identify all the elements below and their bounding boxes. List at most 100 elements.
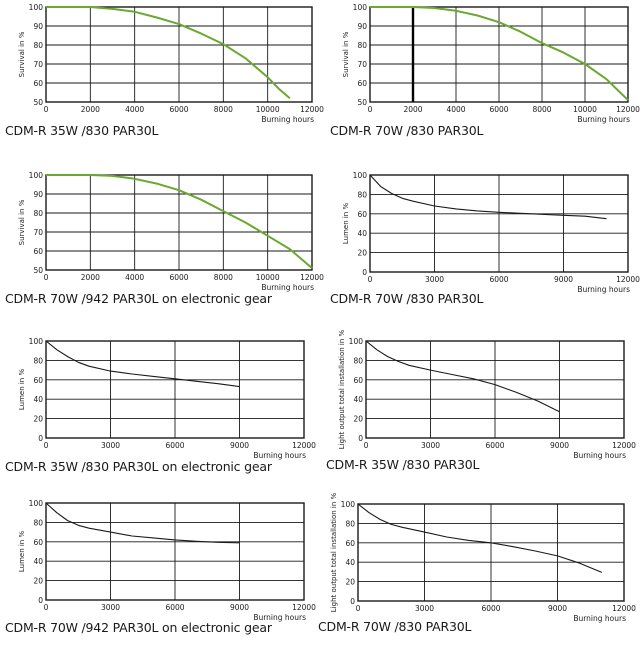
x-tick-label: 6000 <box>169 105 188 114</box>
y-tick-label: 100 <box>29 337 44 346</box>
chart-caption: CDM-R 70W /830 PAR30L <box>318 619 472 634</box>
chart-7: 0 3000 6000 9000 12000 0 20 40 60 80 100 Burning ho… <box>18 499 316 622</box>
y-tick-label: 40 <box>33 395 43 404</box>
series-line <box>357 503 603 573</box>
series-line <box>365 340 560 413</box>
y-tick-label: 90 <box>33 190 43 199</box>
y-tick-label: 80 <box>357 41 367 50</box>
x-tick-label: 10000 <box>256 273 280 282</box>
y-tick-label: 0 <box>358 434 363 443</box>
series-line <box>46 6 291 99</box>
y-tick-label: 50 <box>357 98 367 107</box>
y-tick-label: 70 <box>33 228 43 237</box>
y-tick-label: 20 <box>33 415 43 424</box>
x-axis-label: Burning hours <box>253 613 306 622</box>
y-tick-label: 90 <box>357 22 367 31</box>
y-tick-label: 70 <box>33 60 43 69</box>
y-axis-label: Survival in % <box>18 199 26 245</box>
x-tick-label: 2000 <box>81 273 100 282</box>
x-tick-label: 3000 <box>101 441 120 450</box>
x-tick-label: 3000 <box>101 603 120 612</box>
x-tick-label: 0 <box>44 441 49 450</box>
x-tick-label: 3000 <box>425 275 444 284</box>
x-tick-label: 9000 <box>230 603 249 612</box>
x-tick-label: 12000 <box>292 603 316 612</box>
chart-8: 0 3000 6000 9000 12000 0 20 40 60 80 100 Burning ho… <box>330 492 636 623</box>
y-tick-label: 60 <box>357 210 367 219</box>
y-tick-label: 20 <box>357 249 367 258</box>
chart-caption: CDM-R 70W /942 PAR30L on electronic gear <box>5 291 272 306</box>
y-tick-label: 70 <box>357 60 367 69</box>
x-axis-label: Burning hours <box>261 283 314 292</box>
y-tick-label: 100 <box>29 3 44 12</box>
y-tick-label: 60 <box>353 376 363 385</box>
x-tick-label: 12000 <box>612 441 636 450</box>
x-tick-label: 0 <box>368 275 373 284</box>
x-tick-label: 0 <box>356 604 361 613</box>
series-line <box>370 6 629 101</box>
series-line <box>45 502 240 544</box>
x-tick-label: 6000 <box>489 275 508 284</box>
series-line <box>45 340 240 388</box>
y-tick-label: 40 <box>357 229 367 238</box>
x-tick-label: 12000 <box>612 604 636 613</box>
x-axis-label: Burning hours <box>577 115 630 124</box>
y-axis-label: Survival in % <box>18 31 26 77</box>
series-line <box>369 174 607 220</box>
y-tick-label: 100 <box>353 3 368 12</box>
series-line <box>46 174 313 269</box>
y-tick-label: 80 <box>353 356 363 365</box>
chart-caption: CDM-R 35W /830 PAR30L on electronic gear <box>5 459 272 474</box>
chart-caption: CDM-R 70W /830 PAR30L <box>330 123 484 138</box>
y-tick-label: 20 <box>353 415 363 424</box>
chart-caption: CDM-R 35W /830 PAR30L <box>326 457 480 472</box>
y-tick-label: 90 <box>33 22 43 31</box>
y-tick-label: 80 <box>345 519 355 528</box>
x-tick-label: 12000 <box>300 273 324 282</box>
y-tick-label: 60 <box>33 538 43 547</box>
y-tick-label: 100 <box>353 171 368 180</box>
x-tick-label: 6000 <box>165 441 184 450</box>
y-tick-label: 0 <box>38 596 43 605</box>
x-tick-label: 8000 <box>214 105 233 114</box>
y-tick-label: 60 <box>33 376 43 385</box>
chart-caption: CDM-R 70W /830 PAR30L <box>330 291 484 306</box>
x-tick-label: 6000 <box>169 273 188 282</box>
chart-2: 0 2000 4000 6000 8000 10000 12000 50 60 70 80 90 100… <box>342 3 640 124</box>
x-tick-label: 0 <box>44 105 49 114</box>
y-axis-label: Survival in % <box>342 31 350 77</box>
x-tick-label: 3000 <box>421 441 440 450</box>
y-tick-label: 50 <box>33 98 43 107</box>
y-tick-label: 60 <box>33 247 43 256</box>
y-tick-label: 80 <box>33 518 43 527</box>
chart-6: 0 3000 6000 9000 12000 0 20 40 60 80 100 Burning ho… <box>338 329 636 460</box>
y-tick-label: 20 <box>345 578 355 587</box>
y-tick-label: 40 <box>33 557 43 566</box>
x-tick-label: 2000 <box>81 105 100 114</box>
y-tick-label: 0 <box>362 268 367 277</box>
x-tick-label: 0 <box>364 441 369 450</box>
y-tick-label: 20 <box>33 577 43 586</box>
y-tick-label: 80 <box>33 41 43 50</box>
y-tick-label: 100 <box>29 499 44 508</box>
x-tick-label: 10000 <box>573 105 597 114</box>
y-tick-label: 50 <box>33 266 43 275</box>
x-tick-label: 12000 <box>300 105 324 114</box>
x-axis-label: Burning hours <box>573 614 626 623</box>
x-tick-label: 0 <box>44 603 49 612</box>
chart-4: 0 3000 6000 9000 12000 0 20 40 60 80 100 Burning ho… <box>342 171 640 294</box>
y-tick-label: 80 <box>33 209 43 218</box>
x-tick-label: 12000 <box>616 275 640 284</box>
chart-5: 0 3000 6000 9000 12000 0 20 40 60 80 100 Burning ho… <box>18 337 316 460</box>
y-axis-label: Lumen in % <box>18 531 26 573</box>
y-tick-label: 0 <box>38 434 43 443</box>
y-tick-label: 100 <box>29 171 44 180</box>
x-tick-label: 6000 <box>481 604 500 613</box>
x-tick-label: 0 <box>44 273 49 282</box>
x-tick-label: 4000 <box>446 105 465 114</box>
x-tick-label: 12000 <box>292 441 316 450</box>
y-axis-label: Lumen in % <box>18 369 26 411</box>
y-tick-label: 100 <box>341 500 356 509</box>
y-tick-label: 40 <box>353 395 363 404</box>
